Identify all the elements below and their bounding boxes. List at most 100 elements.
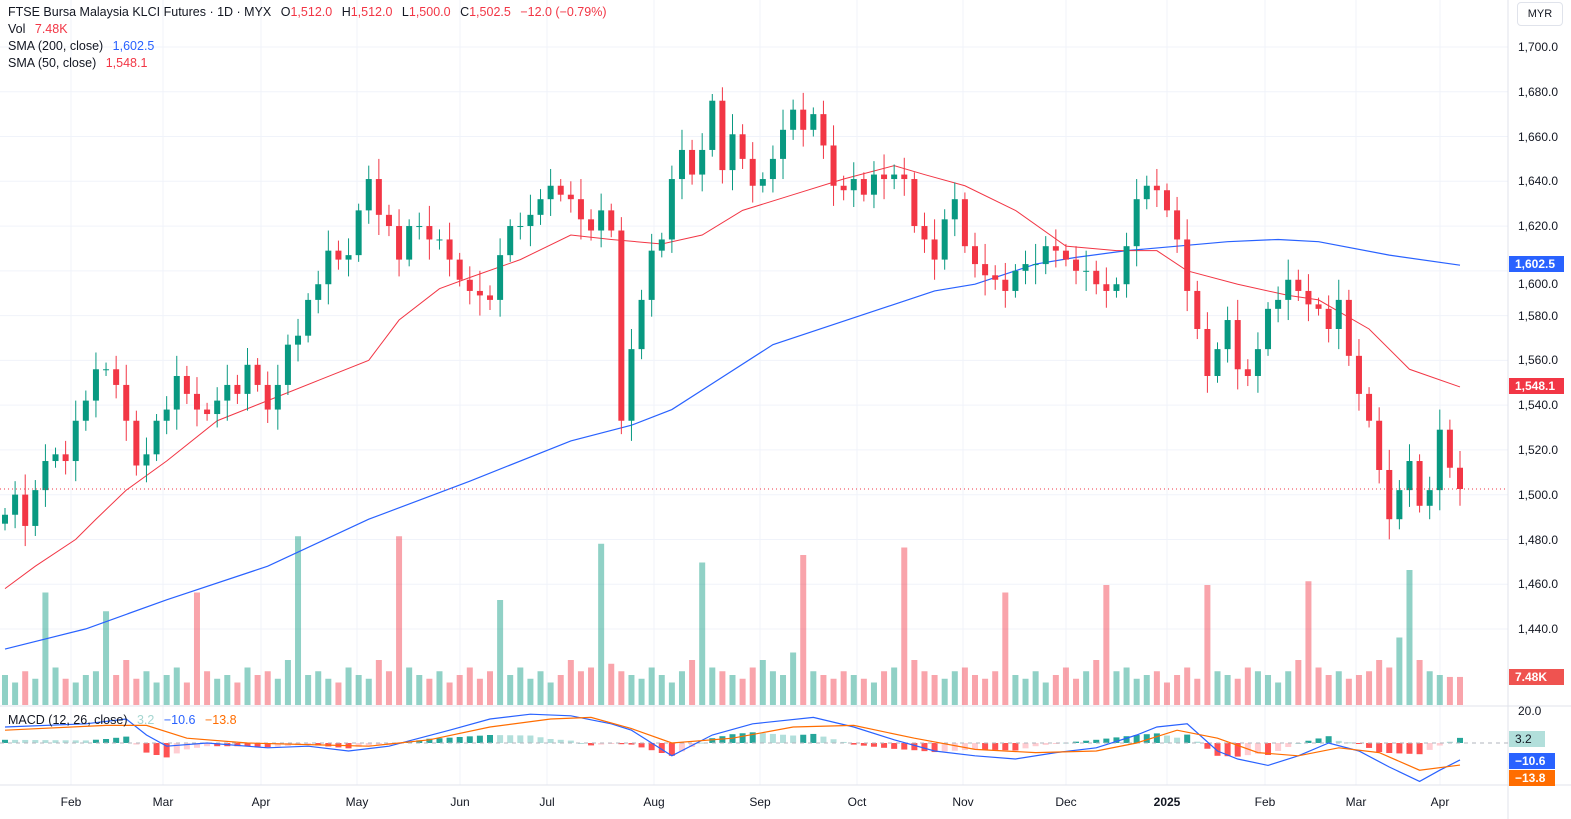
currency-button[interactable]: MYR: [1517, 2, 1563, 26]
signal-line: [4, 716, 1461, 771]
candle-body: [315, 284, 322, 300]
volume-bar: [123, 660, 130, 705]
macd-histogram-bar: [931, 743, 938, 753]
volume-bar: [598, 543, 605, 705]
macd-histogram-bar: [163, 743, 170, 758]
volume-bar: [426, 678, 433, 705]
macd-histogram-bar: [1345, 742, 1352, 744]
time-label: Dec: [1055, 795, 1077, 809]
volume-bar: [1416, 660, 1423, 705]
macd-histogram-bar: [598, 743, 605, 745]
volume-bar: [891, 667, 898, 705]
candle-body: [1345, 299, 1352, 356]
macd-histogram-bar: [992, 743, 999, 750]
time-label: Mar: [1345, 795, 1367, 809]
time-label: Oct: [847, 795, 867, 809]
candle-body: [133, 420, 140, 466]
candle-body: [456, 259, 463, 280]
candle-body: [1386, 469, 1393, 520]
volume-bar: [396, 536, 403, 705]
macd-histogram-bar: [446, 737, 453, 743]
macd-histogram-bar: [901, 743, 908, 750]
volume-bar: [1143, 675, 1150, 705]
candle-body: [163, 409, 170, 421]
candle-body: [436, 239, 443, 241]
volume-bar: [1457, 676, 1463, 705]
candle-body: [12, 494, 19, 515]
volume-value: 7.48K: [34, 22, 68, 36]
macd-histogram-bar: [1194, 741, 1201, 743]
volume-bar: [1366, 671, 1373, 705]
volume-legend[interactable]: Vol 7.48K: [8, 21, 606, 38]
volume-bar: [1345, 678, 1352, 705]
candle-body: [1335, 299, 1342, 329]
macd-histogram-bar: [982, 743, 989, 750]
volume-bar: [193, 592, 200, 705]
volume-bar: [1325, 675, 1332, 705]
candle-body: [749, 158, 756, 186]
volume-bar: [1234, 678, 1241, 705]
volume-bar: [790, 652, 797, 705]
macd-histogram-bar: [628, 743, 635, 745]
macd-histogram-bar: [1406, 743, 1413, 754]
candle-body: [325, 250, 332, 285]
time-label: Feb: [1254, 795, 1276, 809]
candle-body: [1376, 420, 1383, 470]
volume-bar: [446, 682, 453, 705]
macd-label: MACD (12, 26, close): [8, 713, 128, 727]
candle-body: [921, 226, 928, 240]
price-tick-label: 1,460.0: [1518, 577, 1559, 591]
macd-histogram-bar: [911, 743, 918, 751]
candle-body: [82, 400, 89, 421]
sma200-legend[interactable]: SMA (200, close) 1,602.5: [8, 38, 606, 55]
candle-body: [62, 454, 69, 462]
candle-body: [1093, 270, 1100, 285]
candle-body: [1224, 320, 1231, 350]
candle-body: [305, 299, 312, 336]
candle-body: [214, 400, 221, 415]
volume-bar: [678, 671, 685, 705]
volume-bar: [1184, 667, 1191, 705]
macd-legend[interactable]: MACD (12, 26, close) 3.2 −10.6 −13.8: [8, 713, 237, 727]
candle-body: [1265, 308, 1272, 350]
candle-body: [1285, 279, 1292, 300]
candle-body: [517, 226, 524, 228]
volume-bar: [729, 675, 736, 705]
volume-bar: [113, 675, 120, 705]
symbol-title[interactable]: FTSE Bursa Malaysia KLCI Futures · 1D · …: [8, 5, 272, 19]
sma50-legend[interactable]: SMA (50, close) 1,548.1: [8, 55, 606, 72]
candle-body: [810, 114, 817, 130]
price-tick-label: 1,600.0: [1518, 277, 1559, 291]
candle-body: [143, 454, 150, 466]
macd-histogram-bar: [82, 740, 89, 743]
candle-body: [183, 375, 190, 394]
candle-body: [497, 255, 504, 300]
candle-body: [1396, 490, 1403, 520]
candle-body: [1174, 210, 1181, 240]
volume-bar: [577, 671, 584, 705]
candle-body: [284, 344, 291, 385]
candle-body: [375, 179, 382, 215]
sma50-line: [4, 165, 1461, 589]
macd-line: [4, 713, 1461, 783]
close-label: C: [460, 5, 470, 19]
volume-bar: [1103, 585, 1110, 705]
low-label: L: [401, 5, 409, 19]
macd-histogram-bar: [305, 743, 312, 745]
time-label: Jul: [539, 795, 555, 809]
volume-bar: [1123, 667, 1130, 705]
candle-body: [648, 250, 655, 300]
macd-histogram-bar: [466, 736, 473, 743]
candle-body: [32, 490, 39, 526]
candle-body: [1032, 264, 1039, 266]
macd-histogram-bar: [1355, 743, 1362, 744]
macd-histogram-bar: [810, 733, 817, 743]
volume-bar: [476, 678, 483, 705]
volume-bar: [931, 675, 938, 705]
candle-body: [345, 255, 352, 260]
candle-body: [72, 420, 79, 462]
volume-bar: [163, 675, 170, 705]
macd-histogram-bar: [173, 743, 180, 754]
candle-body: [1305, 290, 1312, 305]
